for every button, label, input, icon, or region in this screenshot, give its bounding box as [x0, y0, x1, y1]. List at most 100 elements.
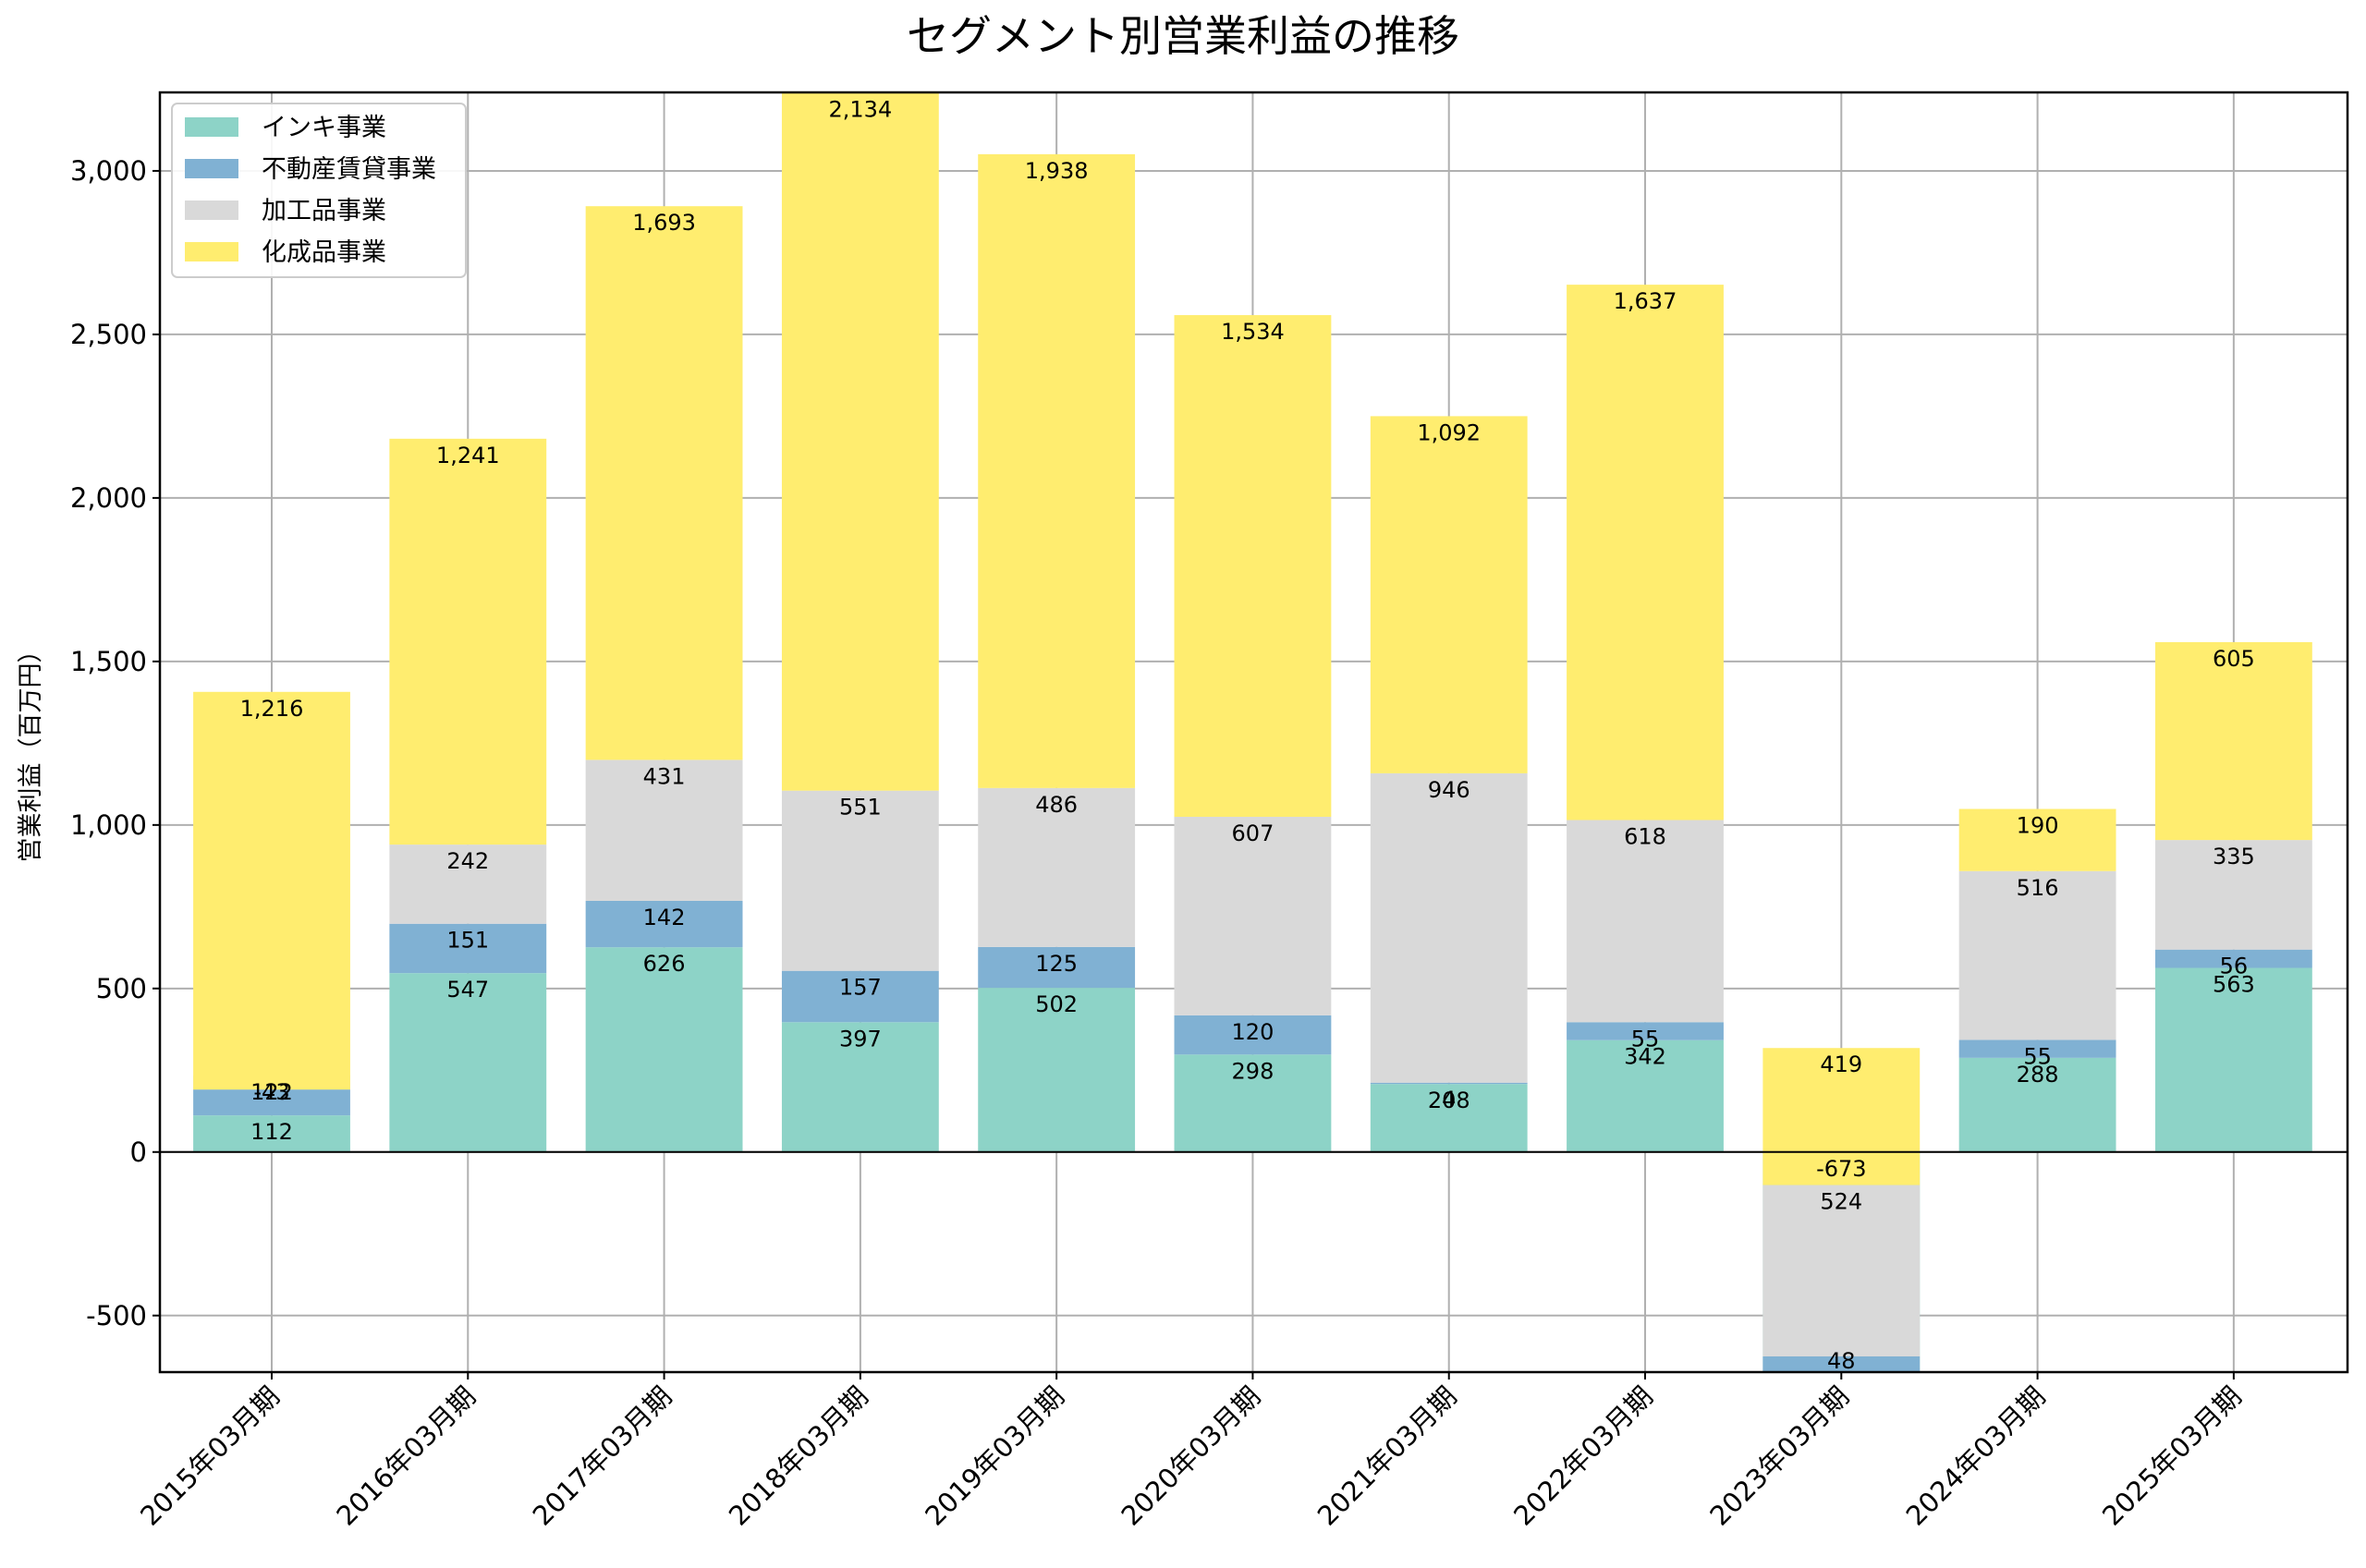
bar-segment — [1762, 1185, 1921, 1357]
bar-segment — [389, 973, 547, 1152]
data-label: 547 — [446, 977, 489, 1003]
legend-swatch — [185, 242, 238, 261]
x-tick-label: 2023年03月期 — [1703, 1380, 1855, 1532]
bar-segment — [389, 923, 547, 974]
bar-segment — [2154, 840, 2312, 950]
x-tick-label: 2025年03月期 — [2096, 1380, 2248, 1532]
bar-segment — [1370, 1084, 1528, 1152]
data-label: 4 — [1442, 1087, 1456, 1112]
legend-label: 不動産賃貸事業 — [262, 155, 436, 184]
bar-segment — [2154, 641, 2312, 841]
data-label: 298 — [1232, 1058, 1274, 1084]
data-label: 1,534 — [1221, 319, 1285, 345]
bar-segment — [1958, 870, 2116, 1040]
y-tick-label: 2,500 — [70, 319, 147, 350]
x-tick-label: 2018年03月期 — [723, 1380, 874, 1532]
data-label: 288 — [2017, 1062, 2059, 1088]
data-label: 342 — [1624, 1044, 1666, 1070]
legend-label: 化成品事業 — [262, 238, 386, 267]
chart-title: セグメント別営業利益の推移 — [907, 11, 1459, 61]
bar-segment — [1370, 772, 1528, 1083]
legend-swatch — [185, 117, 238, 137]
bar-segment — [1567, 1022, 1724, 1040]
data-label: 1,637 — [1614, 288, 1677, 314]
bar-segment — [1958, 1057, 2116, 1152]
bar-segment — [585, 760, 743, 901]
x-tick-label: 2015年03月期 — [134, 1380, 286, 1532]
data-label: 190 — [2017, 813, 2059, 839]
data-label: 1,092 — [1417, 419, 1481, 445]
bar-segment — [585, 206, 743, 760]
data-label: 157 — [839, 975, 882, 1001]
data-label: 502 — [1035, 991, 1078, 1017]
bar-segment — [1762, 1048, 1921, 1185]
bar-segment — [389, 438, 547, 845]
bar-segment — [1567, 1039, 1724, 1152]
y-tick-label: 1,000 — [70, 809, 147, 841]
bar-segment — [978, 153, 1136, 788]
legend-box — [171, 103, 467, 278]
data-label: 56 — [2220, 954, 2249, 979]
data-label: 125 — [1035, 951, 1078, 977]
data-label: 1,938 — [1025, 158, 1089, 184]
data-label: 605 — [2213, 646, 2255, 672]
bar-segment — [781, 970, 939, 1023]
bar-segment — [193, 1115, 350, 1152]
bar-segment — [1174, 1054, 1332, 1152]
y-tick-label: 1,500 — [70, 646, 147, 677]
data-label: 122 — [250, 1079, 293, 1105]
bar-segment — [1567, 285, 1724, 820]
legend-label: インキ事業 — [262, 114, 386, 142]
bar-segment — [978, 946, 1136, 989]
bar-segment — [781, 92, 939, 791]
legend-swatch — [185, 201, 238, 220]
data-label: 242 — [446, 848, 489, 874]
bars-layer — [193, 92, 2312, 1372]
data-labels-layer: 112 547 626 397 502 298 208 342 -673 288 563 122 151… — [240, 96, 2255, 1374]
bar-segment — [389, 845, 547, 924]
data-label: 151 — [446, 928, 489, 954]
bar-segment — [978, 988, 1136, 1152]
data-label: 208 — [1428, 1088, 1470, 1113]
y-axis-label: 営業利益（百万円） — [17, 638, 45, 863]
data-label: 2,134 — [829, 96, 893, 122]
data-label: 563 — [2213, 972, 2255, 998]
data-label: 1,693 — [632, 210, 696, 236]
x-tick-label: 2022年03月期 — [1507, 1380, 1659, 1532]
y-tick-label: -500 — [86, 1300, 147, 1331]
data-label: 607 — [1232, 820, 1274, 846]
data-label: -673 — [1816, 1156, 1866, 1182]
legend-label: 加工品事業 — [262, 197, 386, 225]
data-label: 120 — [1232, 1019, 1274, 1045]
data-label: 946 — [1428, 777, 1470, 803]
legend-swatch — [185, 159, 238, 178]
bar-segment — [1370, 416, 1528, 773]
bar-segment — [585, 900, 743, 948]
data-label: 626 — [643, 951, 686, 977]
y-tick-label: 0 — [130, 1136, 147, 1168]
bar-segment — [585, 947, 743, 1152]
bar-segment — [193, 691, 350, 1090]
bar-segment — [781, 790, 939, 971]
data-label: 55 — [1631, 1026, 1660, 1051]
x-tick-label: 2019年03月期 — [919, 1380, 1070, 1532]
data-label: 486 — [1035, 792, 1078, 818]
bar-segment — [1370, 1082, 1528, 1085]
bar-segment — [2154, 967, 2312, 1152]
y-tick-label: 500 — [96, 973, 147, 1004]
bar-segment — [1958, 808, 2116, 871]
data-label: 516 — [2017, 875, 2059, 901]
bar-segment — [1174, 1015, 1332, 1055]
data-label: 397 — [839, 1026, 882, 1051]
data-label: 48 — [1827, 1348, 1856, 1374]
bar-segment — [1762, 1356, 1921, 1372]
x-tick-label: 2024年03月期 — [1900, 1380, 2052, 1532]
plot-frame — [158, 91, 2349, 1374]
data-label: 618 — [1624, 824, 1666, 850]
x-tick-label: 2017年03月期 — [527, 1380, 678, 1532]
x-tick-label: 2020年03月期 — [1116, 1380, 1267, 1532]
bar-segment — [978, 787, 1136, 947]
bar-segment — [1958, 1039, 2116, 1058]
